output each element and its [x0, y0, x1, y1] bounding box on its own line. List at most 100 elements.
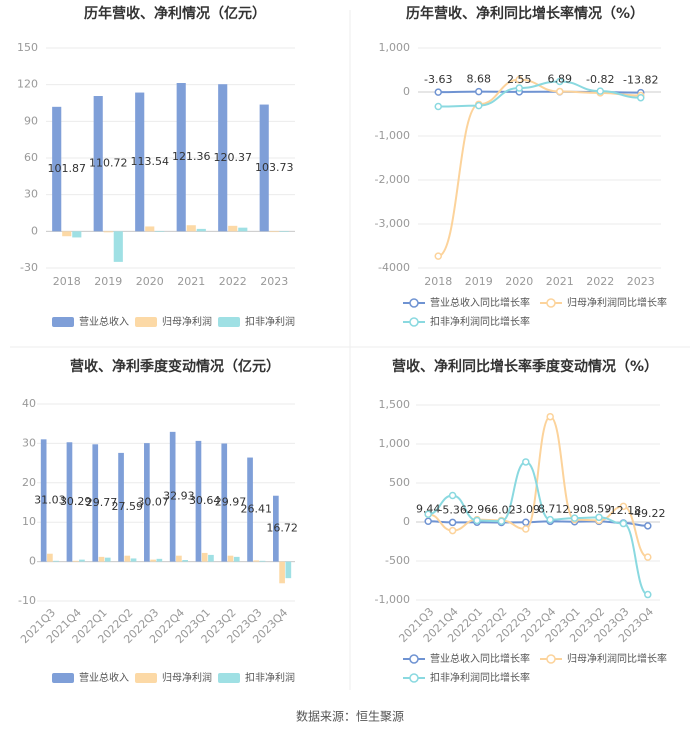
legend-swatch: [409, 673, 419, 683]
point: [434, 252, 442, 260]
legend-label: 归母净利润: [162, 671, 212, 684]
point: [637, 93, 645, 102]
data-label: -3.63: [424, 73, 452, 86]
x-tick-label: 2022: [219, 275, 247, 288]
point: [515, 84, 523, 92]
x-tick-label: 2020: [505, 275, 533, 288]
point: [475, 101, 483, 110]
data-label: 29.77: [86, 496, 118, 509]
data-label: 8.59: [587, 502, 612, 515]
bar: [103, 231, 113, 233]
y-tick-label: -10: [18, 594, 36, 607]
point: [424, 510, 432, 518]
legend-label: 营业总收入同比增长率: [430, 652, 530, 665]
x-tick-label: 2021: [546, 275, 574, 288]
y-tick-label: -3,000: [375, 217, 410, 230]
legend-label: 营业总收入同比增长率: [430, 296, 530, 309]
point: [424, 517, 432, 526]
data-label: 113.54: [131, 155, 170, 168]
point: [448, 491, 457, 500]
bar: [66, 442, 73, 562]
x-tick-label: 2022: [586, 275, 614, 288]
point: [515, 75, 523, 84]
data-label: 27.59: [112, 500, 144, 513]
point: [522, 525, 530, 533]
chart-title: 营收、净利季度变动情况（亿元）: [70, 358, 280, 375]
bar: [98, 556, 105, 562]
x-tick-label: 2023: [627, 275, 655, 288]
point: [434, 102, 442, 111]
point: [644, 553, 652, 561]
bar: [182, 560, 188, 562]
y-tick-label: 0: [403, 515, 410, 528]
point: [448, 518, 457, 527]
y-tick-label: 500: [389, 476, 410, 489]
chart-title: 历年营收、净利同比增长率情况（%）: [406, 5, 644, 22]
legend-swatch: [135, 673, 157, 683]
x-tick-label: 2021: [177, 275, 205, 288]
bar: [269, 231, 279, 233]
bar: [92, 444, 99, 562]
bar: [233, 556, 240, 562]
bar: [40, 439, 47, 562]
legend-label: 归母净利润: [162, 315, 212, 328]
y-tick-label: 0: [403, 85, 410, 98]
bar: [118, 452, 124, 562]
bar: [176, 83, 186, 232]
point: [522, 458, 530, 466]
chart-title: 营收、净利同比增长率季度变动情况（%）: [392, 358, 658, 375]
bar: [253, 560, 260, 562]
bar: [156, 558, 163, 562]
point: [546, 412, 554, 421]
bar: [186, 225, 196, 232]
data-label: -3.09: [512, 503, 540, 516]
bar: [144, 443, 150, 562]
data-label: -2.96: [463, 503, 491, 516]
point: [497, 517, 506, 525]
data-label: -5.36: [438, 503, 466, 516]
legend-swatch: [546, 654, 556, 664]
bar: [169, 431, 176, 562]
y-tick-label: 30: [22, 436, 36, 449]
bar: [124, 555, 131, 562]
bar: [72, 560, 79, 562]
data-label: 30.64: [189, 494, 221, 507]
point: [448, 526, 457, 535]
legend-swatch: [409, 298, 419, 308]
bar: [279, 561, 285, 584]
legend-label: 扣非净利润: [245, 315, 295, 328]
point: [644, 590, 652, 599]
y-tick-label: 0: [31, 224, 38, 237]
bar: [221, 443, 228, 562]
bar: [273, 495, 279, 562]
series-line: [428, 460, 649, 596]
y-tick-label: 1,000: [379, 437, 411, 450]
legend-label: 扣非净利润同比增长率: [430, 315, 530, 328]
legend-label: 营业总收入: [79, 315, 129, 328]
legend-swatch: [135, 317, 157, 327]
data-label: 8.68: [467, 73, 492, 86]
chart-title: 历年营收、净利情况（亿元）: [84, 5, 266, 22]
bar: [145, 226, 155, 232]
legend-label: 扣非净利润同比增长率: [430, 671, 530, 684]
point: [619, 502, 628, 511]
bar: [259, 560, 266, 562]
data-label: 121.36: [172, 150, 211, 163]
series-line: [428, 520, 648, 527]
bar: [196, 228, 206, 232]
data-label: -6.02: [487, 503, 515, 516]
y-tick-label: 90: [24, 114, 38, 127]
data-label: 2.90: [562, 503, 587, 516]
y-tick-label: -2,000: [375, 173, 410, 186]
data-label: 30.29: [60, 495, 92, 508]
bar: [218, 84, 228, 232]
x-tick-label: 2018: [424, 275, 452, 288]
bar: [155, 231, 165, 232]
y-tick-label: 40: [22, 397, 36, 410]
point: [434, 88, 442, 96]
data-label: -0.82: [586, 73, 614, 86]
legend-label: 归母净利润同比增长率: [567, 652, 667, 665]
data-label: 110.72: [89, 157, 128, 170]
data-label: 120.37: [214, 151, 253, 164]
data-label: 31.03: [34, 493, 66, 506]
